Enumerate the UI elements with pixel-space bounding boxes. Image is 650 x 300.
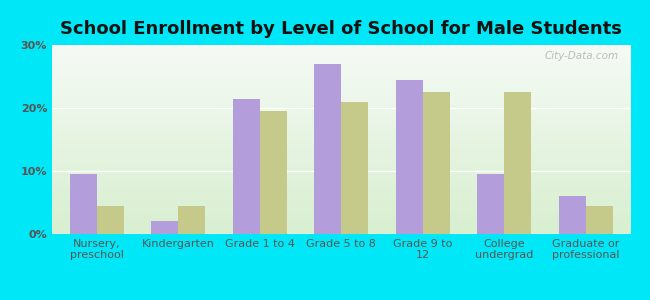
Bar <box>396 80 422 234</box>
Bar <box>504 92 531 234</box>
Bar <box>586 206 612 234</box>
Bar <box>477 174 504 234</box>
Bar <box>315 64 341 234</box>
Bar <box>178 206 205 234</box>
Title: School Enrollment by Level of School for Male Students: School Enrollment by Level of School for… <box>60 20 622 38</box>
Bar <box>260 111 287 234</box>
Bar <box>70 174 97 234</box>
Bar <box>422 92 450 234</box>
Text: City-Data.com: City-Data.com <box>545 51 619 61</box>
Bar <box>97 206 124 234</box>
Bar <box>341 102 368 234</box>
Bar <box>233 98 260 234</box>
Bar <box>151 221 178 234</box>
Bar <box>559 196 586 234</box>
